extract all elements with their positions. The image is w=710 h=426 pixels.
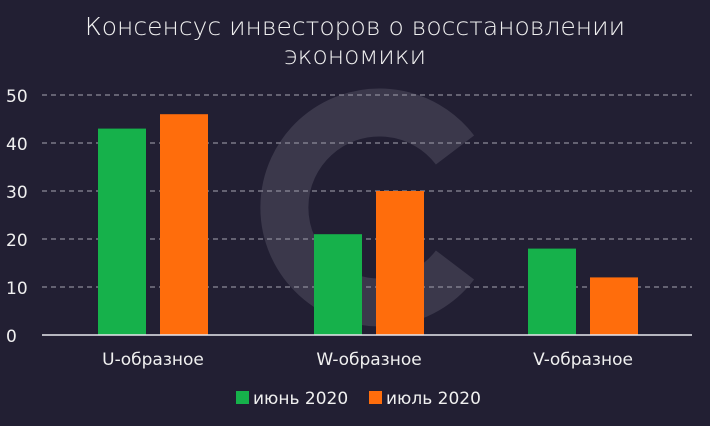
legend-label: июль 2020 [386,389,481,409]
x-axis: U-образное W-образное V-образное [102,350,633,370]
bars [98,114,638,335]
y-tick-label: 40 [6,135,28,155]
bar-2-series-2 [376,191,424,335]
y-axis: 0 10 20 30 40 50 [6,87,28,347]
y-tick-label: 20 [6,231,28,251]
legend-swatch [369,391,382,404]
legend: июнь 2020 июль 2020 [236,389,481,409]
x-tick-label: U-образное [102,350,204,370]
y-tick-label: 10 [6,279,28,299]
bar-2-series-1 [314,234,362,335]
bar-1-series-1 [98,128,146,335]
y-tick-label: 30 [6,183,28,203]
y-tick-label: 50 [6,87,28,107]
watermark-logo [260,88,475,327]
chart-title: Консенсус инвесторов о восстановлении эк… [84,12,626,70]
grid-lines [42,94,692,288]
x-tick-label: V-образное [533,350,633,370]
x-tick-label: W-образное [316,350,421,370]
bar-1-series-2 [160,114,208,335]
bar-3-series-2 [590,277,638,335]
legend-swatch [236,391,249,404]
legend-label: июнь 2020 [253,389,348,409]
bar-3-series-1 [528,248,576,335]
y-tick-label: 0 [6,327,17,347]
